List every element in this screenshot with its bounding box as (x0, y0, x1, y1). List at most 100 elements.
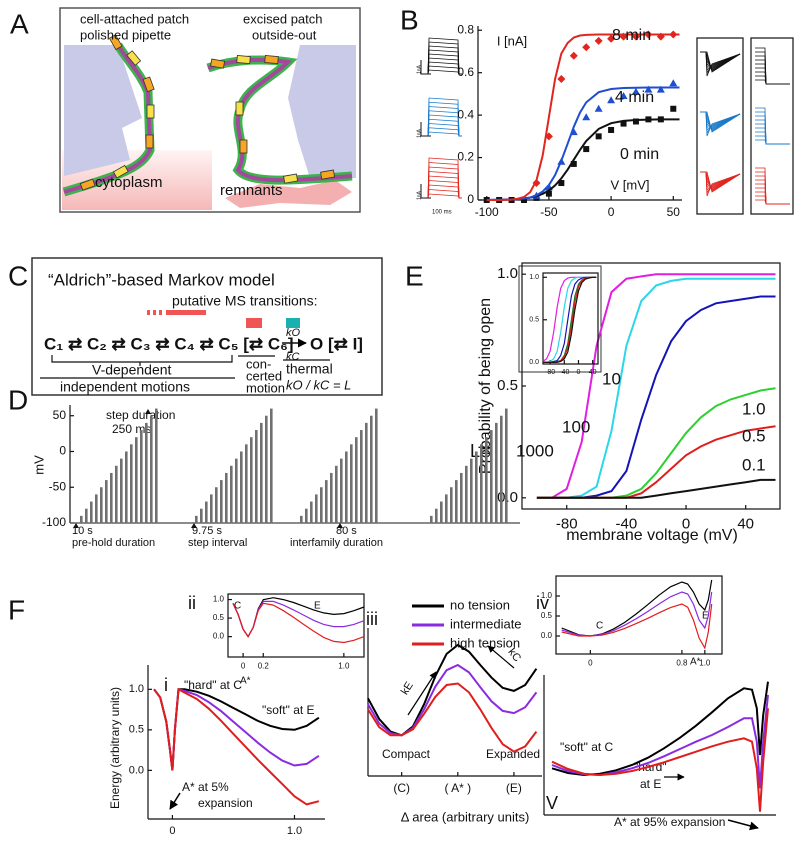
marker (607, 34, 616, 43)
annotation: E (314, 601, 321, 612)
marker (545, 190, 552, 197)
step-bar (355, 437, 358, 523)
trace (755, 131, 790, 145)
step-bar (320, 487, 323, 523)
pointer (145, 409, 151, 414)
series-line (153, 688, 320, 771)
ms-marker (147, 310, 150, 315)
series-name: 0.5 (742, 426, 766, 445)
series-line (561, 603, 713, 650)
step-bar (135, 437, 138, 523)
annotation: A* at 5% (182, 780, 229, 794)
y-tick-label: 0.0 (541, 631, 553, 640)
y-tick-label: 1.0 (213, 595, 225, 604)
series-name: 4 min (615, 89, 654, 106)
legend-label: intermediate (450, 616, 522, 631)
model-title: “Aldrich”-based Markov model (48, 270, 275, 289)
step-bar (240, 451, 243, 523)
marker (570, 160, 577, 167)
step-bar (225, 472, 228, 523)
panel-a-text: polished pipette (80, 27, 171, 42)
step-bar (215, 487, 218, 523)
c-label: independent motions (60, 379, 190, 395)
annotation: "hard" at C (184, 678, 242, 692)
trace (700, 171, 741, 197)
panel-label: A (10, 8, 29, 39)
bracket (51, 355, 233, 363)
numeral: ii (188, 593, 196, 613)
plot-frame (555, 575, 723, 655)
trace (755, 71, 790, 85)
trace (755, 63, 790, 85)
x-tick-label: (C) (393, 781, 410, 795)
series-line (561, 579, 713, 637)
scale-label: 1nA (416, 128, 422, 138)
panel-label: D (8, 384, 28, 415)
x-axis-label: Δ area (arbitrary units) (401, 809, 530, 824)
step-bar (490, 430, 493, 523)
annotation: A* (240, 676, 251, 687)
step-bar (500, 415, 503, 523)
remnants-region (225, 180, 352, 208)
marker (582, 113, 591, 121)
annotation: step interval (188, 537, 247, 549)
channel (79, 178, 96, 191)
y-tick-label: 1.0 (497, 265, 518, 282)
trace (755, 191, 790, 205)
step-bar (300, 515, 303, 523)
annotation: Compact (382, 747, 431, 761)
arrow (487, 645, 515, 669)
channel (126, 50, 142, 66)
channel (283, 173, 299, 184)
annotation: interfamily duration (290, 537, 383, 549)
marker (557, 75, 566, 84)
step-bar (505, 408, 508, 523)
x-tick-label: 0 (608, 205, 615, 219)
series-name: 1000 (516, 441, 554, 460)
series-line (536, 273, 776, 499)
step-bar (485, 437, 488, 523)
marker (594, 36, 603, 45)
channel (142, 76, 155, 93)
step-bar (230, 465, 233, 523)
c-label: kO / kC = L (286, 377, 351, 392)
x-tick-label: 1.0 (287, 825, 302, 837)
trace (755, 79, 790, 85)
series-line (153, 687, 320, 806)
step-bar (130, 444, 133, 523)
c-label: con- (246, 356, 271, 371)
step-bar (265, 415, 268, 523)
channel (239, 139, 248, 154)
y-tick-label: 0.5 (529, 317, 539, 324)
x-tick-label: 0 (241, 661, 246, 670)
step-bar (435, 508, 438, 523)
x-tick-label: 0.2 (258, 661, 270, 670)
legend-label: no tension (450, 597, 510, 612)
step-bar (480, 444, 483, 523)
step-bar (255, 430, 258, 523)
step-bar (365, 422, 368, 523)
marker (583, 146, 590, 153)
trace (755, 167, 790, 205)
step-bar (430, 515, 433, 523)
y-tick-label: 0.0 (129, 764, 144, 776)
step-bar (105, 480, 108, 523)
channel (210, 58, 226, 69)
step-bar (475, 451, 478, 523)
step-bar (220, 480, 223, 523)
panel-a-text: remnants (220, 182, 283, 199)
trace (755, 199, 790, 205)
panel-label: F (8, 594, 25, 625)
step-bar (245, 444, 248, 523)
step-bar (110, 472, 113, 523)
y-tick-label: 0.5 (213, 613, 225, 622)
series-line (367, 682, 538, 753)
ms-marker (246, 318, 262, 328)
y-tick-label: 1.0 (529, 274, 539, 281)
pipette-left (64, 45, 142, 176)
scale-bar (420, 60, 431, 75)
channel (112, 164, 129, 179)
trace (755, 107, 790, 145)
panel-a-text: cell-attached patch (80, 11, 189, 26)
